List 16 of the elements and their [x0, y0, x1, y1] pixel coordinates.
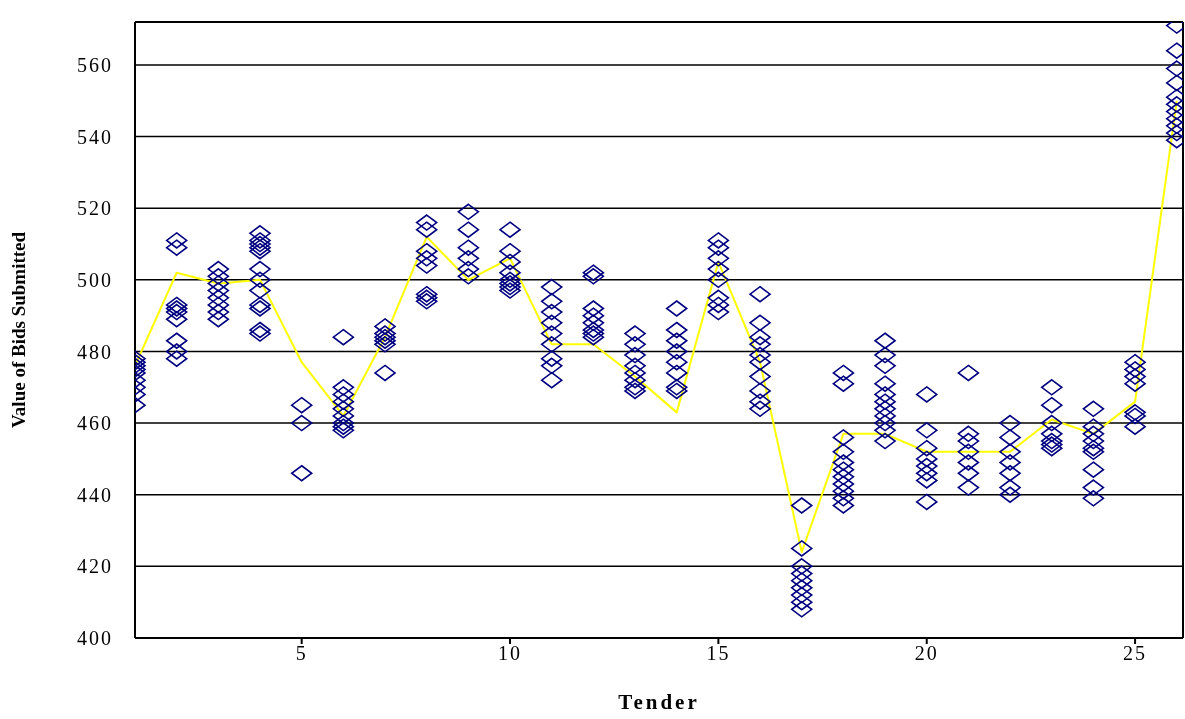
y-tick-label: 420 — [77, 555, 113, 578]
x-tick-label: 20 — [914, 642, 939, 665]
y-axis-title: Value of Bids Submitted — [7, 231, 29, 429]
x-tick-label: 10 — [498, 642, 523, 665]
y-tick-label: 400 — [77, 627, 113, 650]
y-tick-label: 440 — [77, 483, 113, 506]
x-tick-label: 15 — [706, 642, 731, 665]
y-tick-label: 500 — [77, 268, 113, 291]
x-tick-label: 25 — [1123, 642, 1148, 665]
x-axis-title: Tender — [618, 690, 700, 714]
y-tick-label: 460 — [77, 412, 113, 435]
y-tick-label: 520 — [77, 197, 113, 220]
x-tick-label: 5 — [295, 642, 308, 665]
y-tick-label: 540 — [77, 125, 113, 148]
y-tick-label: 480 — [77, 340, 113, 363]
y-tick-label: 560 — [77, 54, 113, 77]
